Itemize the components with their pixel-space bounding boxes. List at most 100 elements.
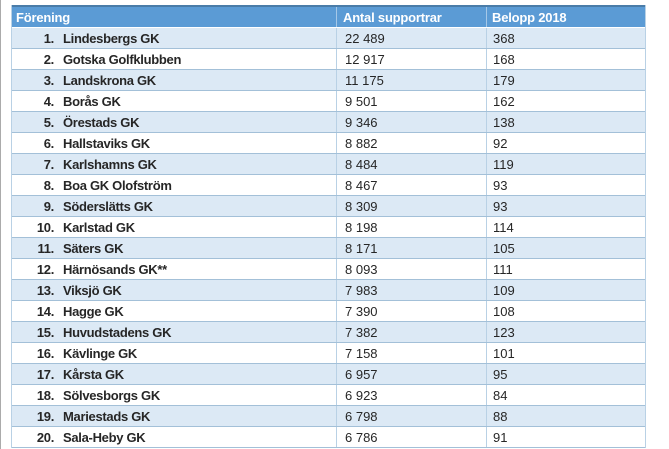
amount-2018: 179 <box>486 70 645 90</box>
club-cell: 4. Borås GK <box>12 91 336 111</box>
supporters-count: 6 786 <box>336 427 486 447</box>
table-row: 4. Borås GK 9 501 162 <box>12 91 645 112</box>
table-row: 6. Hallstaviks GK 8 882 92 <box>12 133 645 154</box>
club-cell: 5. Örestads GK <box>12 112 336 132</box>
supporters-count: 7 158 <box>336 343 486 363</box>
supporters-count: 8 093 <box>336 259 486 279</box>
table-row: 7. Karlshamns GK 8 484 119 <box>12 154 645 175</box>
club-cell: 16. Kävlinge GK <box>12 343 336 363</box>
table-row: 12. Härnösands GK** 8 093 111 <box>12 259 645 280</box>
table-row: 5. Örestads GK 9 346 138 <box>12 112 645 133</box>
amount-2018: 84 <box>486 385 645 405</box>
table-row: 9. Söderslätts GK 8 309 93 <box>12 196 645 217</box>
amount-2018: 123 <box>486 322 645 342</box>
supporters-count: 8 484 <box>336 154 486 174</box>
club-cell: 17. Kårsta GK <box>12 364 336 384</box>
column-header-forening: Förening <box>16 9 71 25</box>
supporters-table: Förening Antal supportrar Belopp 2018 1.… <box>11 5 646 448</box>
club-name: Säters GK <box>63 240 124 256</box>
supporters-count: 6 798 <box>336 406 486 426</box>
club-name: Kävlinge GK <box>63 345 137 361</box>
club-cell: 8. Boa GK Olofström <box>12 175 336 195</box>
supporters-count: 7 983 <box>336 280 486 300</box>
table-row: 10. Karlstad GK 8 198 114 <box>12 217 645 238</box>
club-name: Söderslätts GK <box>63 198 153 214</box>
amount-2018: 368 <box>486 28 645 48</box>
row-rank: 1. <box>43 30 55 46</box>
row-rank: 2. <box>43 51 55 67</box>
amount-2018: 92 <box>486 133 645 153</box>
supporters-count: 8 882 <box>336 133 486 153</box>
amount-2018: 93 <box>486 196 645 216</box>
table-row: 17. Kårsta GK 6 957 95 <box>12 364 645 385</box>
row-rank: 5. <box>43 114 55 130</box>
row-rank: 8. <box>43 177 55 193</box>
amount-2018: 108 <box>486 301 645 321</box>
table-row: 16. Kävlinge GK 7 158 101 <box>12 343 645 364</box>
club-name: Huvudstadens GK <box>63 324 172 340</box>
row-rank: 4. <box>43 93 55 109</box>
club-name: Kårsta GK <box>63 366 124 382</box>
supporters-count: 8 171 <box>336 238 486 258</box>
club-name: Boa GK Olofström <box>63 177 172 193</box>
club-name: Härnösands GK** <box>63 261 167 277</box>
amount-2018: 91 <box>486 427 645 447</box>
table-body: 1. Lindesbergs GK 22 489 368 2. Gotska G… <box>12 28 645 448</box>
amount-2018: 114 <box>486 217 645 237</box>
table-row: 8. Boa GK Olofström 8 467 93 <box>12 175 645 196</box>
row-rank: 17. <box>36 366 54 382</box>
row-rank: 9. <box>43 198 55 214</box>
supporters-count: 11 175 <box>336 70 486 90</box>
club-name: Lindesbergs GK <box>63 30 160 46</box>
row-rank: 14. <box>36 303 54 319</box>
supporters-count: 7 390 <box>336 301 486 321</box>
row-rank: 10. <box>36 219 54 235</box>
supporters-count: 8 309 <box>336 196 486 216</box>
club-cell: 13. Viksjö GK <box>12 280 336 300</box>
supporters-count: 8 198 <box>336 217 486 237</box>
supporters-count: 9 501 <box>336 91 486 111</box>
table-header-row: Förening Antal supportrar Belopp 2018 <box>12 5 645 28</box>
club-name: Borås GK <box>63 93 121 109</box>
club-cell: 2. Gotska Golfklubben <box>12 49 336 69</box>
club-cell: 20. Sala-Heby GK <box>12 427 336 447</box>
club-name: Viksjö GK <box>63 282 122 298</box>
table-row: 19. Mariestads GK 6 798 88 <box>12 406 645 427</box>
table-row: 15. Huvudstadens GK 7 382 123 <box>12 322 645 343</box>
amount-2018: 119 <box>486 154 645 174</box>
amount-2018: 105 <box>486 238 645 258</box>
table-row: 1. Lindesbergs GK 22 489 368 <box>12 28 645 49</box>
supporters-count: 6 923 <box>336 385 486 405</box>
club-cell: 9. Söderslätts GK <box>12 196 336 216</box>
table-row: 3. Landskrona GK 11 175 179 <box>12 70 645 91</box>
row-rank: 3. <box>43 72 55 88</box>
club-name: Sölvesborgs GK <box>63 387 160 403</box>
club-cell: 1. Lindesbergs GK <box>12 28 336 48</box>
club-cell: 11. Säters GK <box>12 238 336 258</box>
club-cell: 7. Karlshamns GK <box>12 154 336 174</box>
club-name: Karlshamns GK <box>63 156 157 172</box>
amount-2018: 101 <box>486 343 645 363</box>
amount-2018: 93 <box>486 175 645 195</box>
club-cell: 14. Hagge GK <box>12 301 336 321</box>
club-name: Sala-Heby GK <box>63 429 146 445</box>
column-header-belopp-2018: Belopp 2018 <box>486 7 645 27</box>
row-rank: 20. <box>36 429 54 445</box>
table-row: 14. Hagge GK 7 390 108 <box>12 301 645 322</box>
table-row: 13. Viksjö GK 7 983 109 <box>12 280 645 301</box>
club-cell: 6. Hallstaviks GK <box>12 133 336 153</box>
supporters-count: 6 957 <box>336 364 486 384</box>
club-name: Örestads GK <box>63 114 140 130</box>
club-name: Karlstad GK <box>63 219 135 235</box>
club-name: Hagge GK <box>63 303 124 319</box>
row-rank: 6. <box>43 135 55 151</box>
table-row: 18. Sölvesborgs GK 6 923 84 <box>12 385 645 406</box>
amount-2018: 111 <box>486 259 645 279</box>
club-name: Mariestads GK <box>63 408 151 424</box>
club-cell: 19. Mariestads GK <box>12 406 336 426</box>
supporters-count: 8 467 <box>336 175 486 195</box>
column-header-antal-supportrar: Antal supportrar <box>336 7 486 27</box>
table-row: 2. Gotska Golfklubben 12 917 168 <box>12 49 645 70</box>
club-cell: 10. Karlstad GK <box>12 217 336 237</box>
